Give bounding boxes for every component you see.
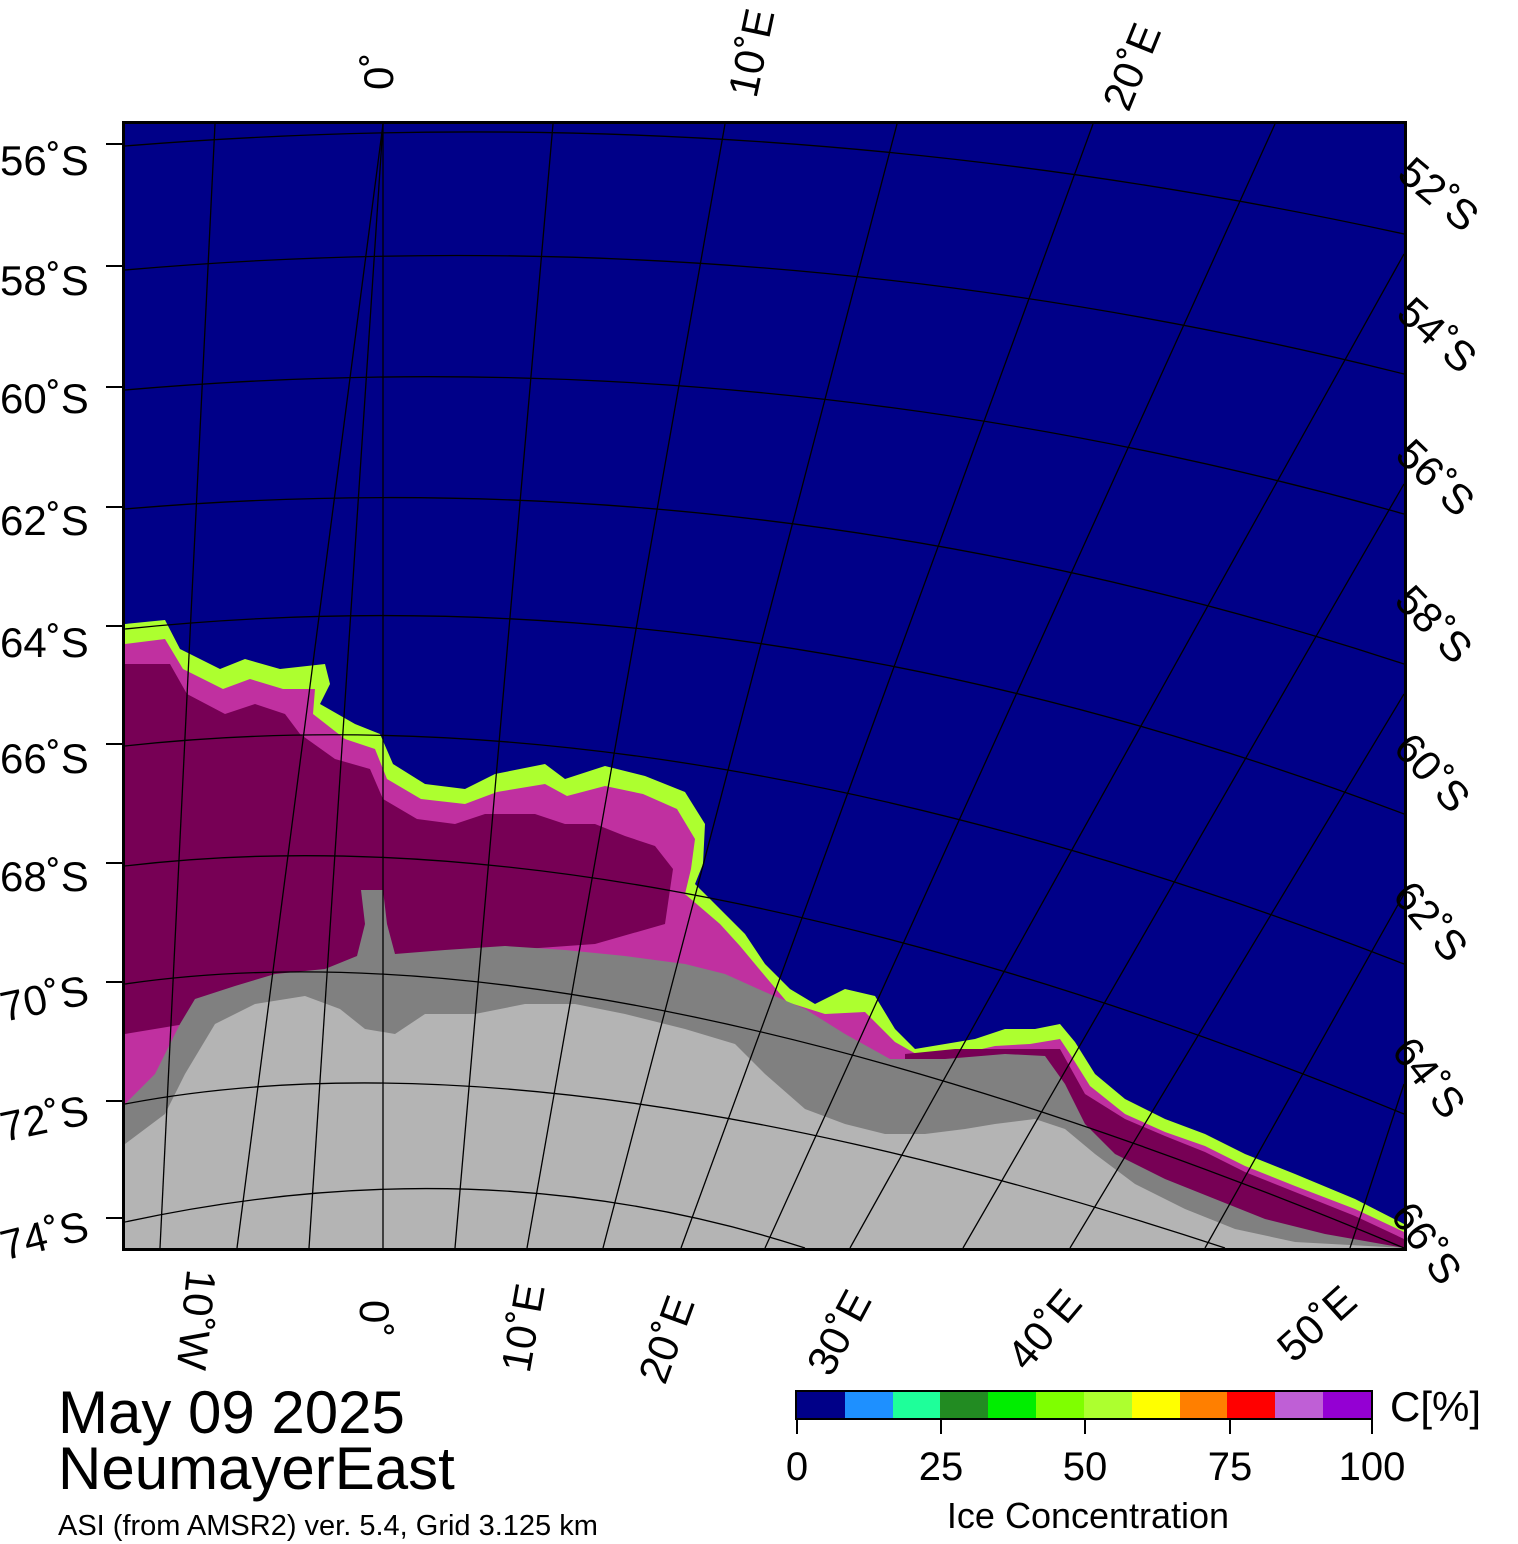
colorbar-tickmark xyxy=(1084,1420,1086,1434)
colorbar-tick: 50 xyxy=(1062,1445,1108,1489)
colorbar-tick: 0 xyxy=(785,1445,809,1489)
lon-label-top: 10˚E xyxy=(719,4,784,102)
lat-label-left: 62˚S xyxy=(0,497,89,544)
land xyxy=(125,996,1404,1248)
lat-label-left: 64˚S xyxy=(0,619,89,666)
colorbar-segment xyxy=(797,1392,845,1418)
lat-line-72 xyxy=(125,1082,1226,1248)
tick xyxy=(106,743,122,745)
lon-label-bottom: 10˚W xyxy=(167,1267,225,1373)
colorbar xyxy=(795,1390,1373,1420)
lon-label-top: 20˚E xyxy=(1093,16,1171,117)
tick xyxy=(106,506,122,508)
meridian-10w xyxy=(236,124,384,1248)
colorbar-segment xyxy=(1275,1392,1324,1418)
colorbar-segment xyxy=(1179,1392,1228,1418)
colorbar-label: Ice Concentration xyxy=(946,1495,1230,1536)
lat-line-66 xyxy=(125,734,1404,965)
lat-label-left: 56˚S xyxy=(0,137,89,184)
meridian-20e xyxy=(680,124,1094,1248)
tick xyxy=(106,386,122,388)
lat-line-58 xyxy=(125,254,1404,375)
tick xyxy=(106,265,122,267)
lon-label-top: 0˚ xyxy=(355,52,402,90)
colorbar-segment xyxy=(940,1392,989,1418)
tick xyxy=(106,1217,122,1219)
colorbar-tickmark xyxy=(940,1420,942,1434)
meridian-10e xyxy=(526,124,726,1248)
lon-label-bottom: 40˚E xyxy=(997,1280,1091,1379)
map-region: NeumayerEast xyxy=(58,1435,455,1502)
lon-label-bottom: 0˚ xyxy=(351,1300,398,1338)
meridian-15e xyxy=(602,124,898,1248)
colorbar-unit: C[%] xyxy=(1390,1383,1482,1430)
data-credit: ASI (from AMSR2) ver. 5.4, Grid 3.125 km xyxy=(58,1510,598,1542)
meridian-50e xyxy=(1349,1083,1404,1248)
tick xyxy=(106,143,122,145)
lat-line-68 xyxy=(125,855,1404,1115)
colorbar-tick: 75 xyxy=(1207,1445,1253,1489)
colorbar-segment xyxy=(892,1392,941,1418)
tick xyxy=(106,625,122,627)
lat-line-62 xyxy=(125,496,1404,665)
tick xyxy=(106,1100,122,1102)
sea-ice-map xyxy=(122,121,1407,1251)
meridian-45e xyxy=(1204,893,1404,1248)
colorbar-segment xyxy=(1036,1392,1084,1418)
colorbar-segment xyxy=(988,1392,1037,1418)
colorbar-tick: 100 xyxy=(1338,1445,1406,1489)
colorbar-segment xyxy=(1131,1392,1180,1418)
sea-ice-dense xyxy=(125,664,673,1034)
tick xyxy=(106,862,122,864)
lon-label-bottom: 20˚E xyxy=(629,1289,704,1390)
lon-label-bottom: 30˚E xyxy=(797,1282,881,1383)
lat-label-left: 58˚S xyxy=(0,257,89,304)
tick xyxy=(106,981,122,983)
colorbar-segment xyxy=(1227,1392,1276,1418)
meridian-5e xyxy=(454,124,554,1248)
colorbar-tickmark xyxy=(1371,1420,1373,1434)
lat-label-left: 68˚S xyxy=(0,853,89,900)
lat-label-left: 60˚S xyxy=(0,375,89,422)
colorbar-tick: 25 xyxy=(918,1445,964,1489)
lat-label-left: 72˚S xyxy=(0,1086,93,1151)
colorbar-segment xyxy=(844,1392,893,1418)
map-canvas xyxy=(125,124,1404,1248)
lat-line-56 xyxy=(125,131,1404,235)
meridian-30e xyxy=(849,253,1404,1248)
lat-line-64 xyxy=(125,614,1404,815)
lon-label-bottom: 10˚E xyxy=(492,1280,554,1376)
graticule xyxy=(125,124,1404,1248)
map-date: May 09 2025 xyxy=(58,1379,405,1446)
meridian-40e xyxy=(1069,693,1404,1248)
meridian-20w xyxy=(159,124,216,1248)
colorbar-tickmark xyxy=(1229,1420,1231,1434)
lat-label-left: 66˚S xyxy=(0,735,89,782)
meridian-25e xyxy=(764,124,1276,1248)
lat-line-70 xyxy=(125,971,1404,1248)
meridian-5w xyxy=(308,124,384,1248)
lat-line-74 xyxy=(125,1187,806,1248)
lon-label-bottom: 50˚E xyxy=(1267,1276,1366,1371)
lat-line-60 xyxy=(125,376,1404,515)
colorbar-segment xyxy=(1083,1392,1132,1418)
colorbar-tickmark xyxy=(796,1420,798,1434)
lat-label-left: 74˚S xyxy=(0,1201,93,1270)
colorbar-segment xyxy=(1323,1392,1371,1418)
lat-label-left: 70˚S xyxy=(0,966,93,1031)
meridian-35e xyxy=(962,483,1404,1248)
